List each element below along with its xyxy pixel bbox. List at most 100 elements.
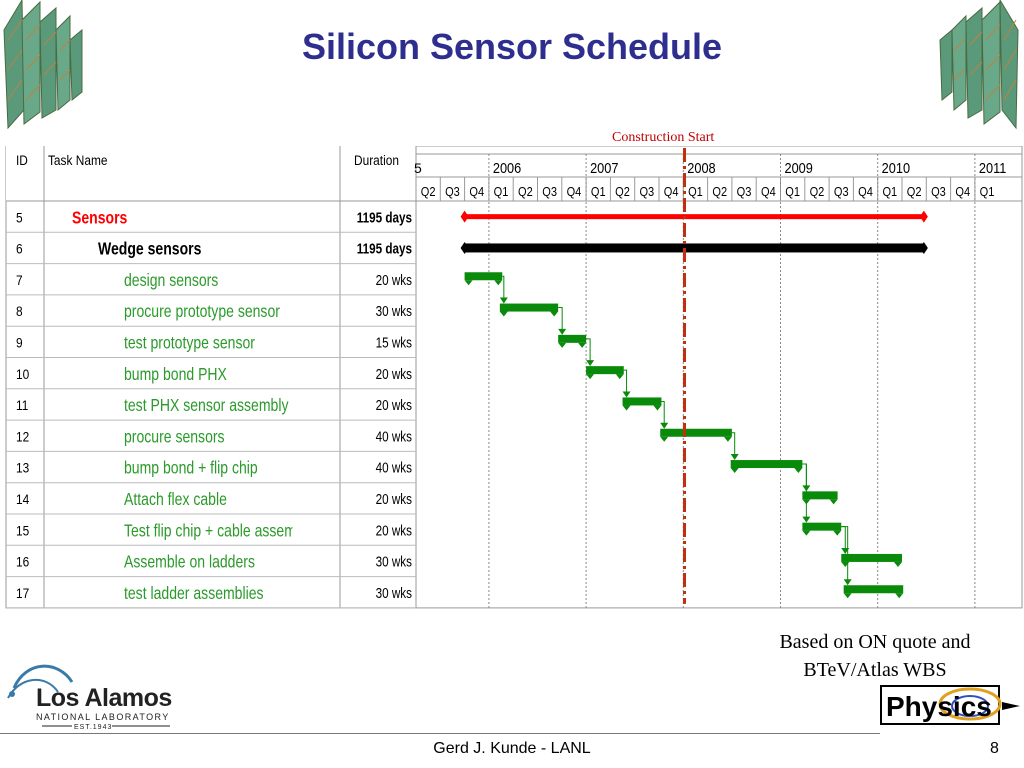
task-bar (802, 522, 842, 531)
task-id: 9 (16, 335, 23, 351)
task-id: 16 (16, 554, 29, 570)
task-id: 14 (16, 491, 29, 507)
physics-logo: Physics (880, 685, 1020, 725)
quarter-label: Q4 (761, 184, 776, 199)
quarter-label: Q2 (712, 184, 727, 199)
task-name: procure prototype sensor (124, 302, 280, 322)
dependency-link (623, 369, 628, 393)
quarter-label: Q1 (591, 184, 606, 199)
task-bar-start-cap (464, 280, 473, 286)
task-id: 11 (16, 397, 28, 413)
lanl-logo-mark (7, 664, 170, 727)
note-line-1: Based on ON quote and (779, 631, 971, 653)
task-duration: 30 wks (376, 585, 413, 602)
task-duration: 20 wks (376, 491, 413, 508)
quarter-label: Q2 (810, 184, 825, 199)
dependency-arrow (499, 297, 508, 304)
task-bar-start-cap (586, 374, 595, 380)
dependency-arrow (660, 422, 669, 429)
task-bar (499, 303, 559, 312)
summary-bar (464, 243, 924, 253)
task-bar (660, 428, 732, 437)
task-id: 13 (16, 460, 29, 476)
dependency-arrow (802, 516, 811, 523)
dependency-link (661, 400, 665, 424)
quarter-label: Q2 (421, 184, 436, 199)
task-bar (843, 585, 904, 594)
task-id: 7 (16, 272, 23, 288)
year-label: 2011 (979, 159, 1007, 176)
task-duration: 20 wks (376, 522, 413, 539)
task-name: test PHX sensor assembly (124, 395, 289, 415)
quarter-label: Q1 (980, 184, 995, 199)
summary-bar-end (919, 241, 928, 254)
task-bar-start-cap (843, 593, 852, 599)
dependency-link (502, 275, 505, 299)
quarter-label: Q3 (542, 184, 557, 199)
task-bar-end-cap (653, 405, 662, 411)
task-name: procure sensors (124, 427, 225, 447)
task-bar-start-cap (558, 342, 567, 348)
quarter-label: Q3 (639, 184, 654, 199)
task-id: 6 (16, 241, 23, 257)
timescale-year-partial: 5 (414, 160, 422, 176)
column-header-task: Task Name (48, 152, 107, 168)
task-bar-end-cap (894, 561, 902, 567)
quarter-label: Q1 (494, 184, 509, 199)
quarter-label: Q3 (445, 184, 460, 199)
wedge-detector-graphic-left (3, 0, 83, 130)
dependency-arrow (558, 328, 567, 335)
physics-logo-text: Physics (886, 691, 992, 722)
task-bar (464, 272, 503, 281)
column-header-duration: Duration (354, 152, 399, 168)
quarter-label: Q1 (785, 184, 800, 199)
quarter-label: Q1 (688, 184, 703, 199)
quarter-label: Q3 (737, 184, 752, 199)
task-bar (841, 553, 902, 562)
dependency-link (841, 526, 849, 581)
page-number: 8 (990, 740, 999, 757)
summary-bar-start (460, 210, 469, 223)
lanl-logo-name: Los Alamos (36, 684, 172, 712)
wedge-detector-graphic-right (939, 0, 1019, 130)
task-bar-end-cap (794, 468, 803, 474)
task-table: ID Task Name Duration 5 Sensors 1195 days 6 Wed… (5, 146, 1023, 609)
task-bar-start-cap (730, 468, 739, 474)
task-name: bump bond PHX (124, 364, 227, 384)
quarter-label: Q3 (931, 184, 946, 199)
task-bar-start-cap (622, 405, 631, 411)
task-bar (730, 460, 803, 469)
task-duration: 1195 days (357, 240, 412, 257)
lanl-logo-est: EST.1943 (74, 724, 113, 731)
quarter-label: Q2 (615, 184, 630, 199)
quarter-label: Q3 (834, 184, 849, 199)
task-name: test ladder assemblies (124, 583, 264, 603)
gantt-chart: ID Task Name Duration 5 Sensors 1195 days 6 Wed… (5, 146, 1023, 609)
footer-author: Gerd J. Kunde - LANL (433, 740, 591, 757)
quarter-label: Q4 (858, 184, 873, 199)
task-name: Assemble on ladders (124, 552, 255, 572)
task-name: Attach flex cable (124, 489, 227, 509)
task-id: 15 (16, 522, 29, 538)
task-duration: 1195 days (357, 209, 412, 226)
task-bar-start-cap (660, 436, 669, 442)
task-name: bump bond + flip chip (124, 458, 258, 478)
task-bar-end-cap (494, 280, 503, 286)
quarter-label: Q1 (882, 184, 897, 199)
summary-bar-end (919, 210, 928, 223)
dependency-arrow (586, 360, 595, 367)
task-duration: 20 wks (376, 365, 413, 382)
task-bar (622, 397, 662, 406)
task-id: 5 (16, 209, 23, 225)
task-bar (586, 366, 624, 375)
dependency-arrow (622, 391, 631, 398)
year-label: 2006 (493, 159, 522, 176)
table-frame (5, 146, 1023, 609)
task-id: 10 (16, 366, 29, 382)
quarter-label: Q4 (664, 184, 679, 199)
footer-divider (0, 733, 880, 734)
task-duration: 40 wks (376, 428, 413, 445)
task-duration: 30 wks (376, 303, 413, 320)
gantt-bars (460, 148, 928, 604)
summary-bar-start (460, 241, 469, 254)
